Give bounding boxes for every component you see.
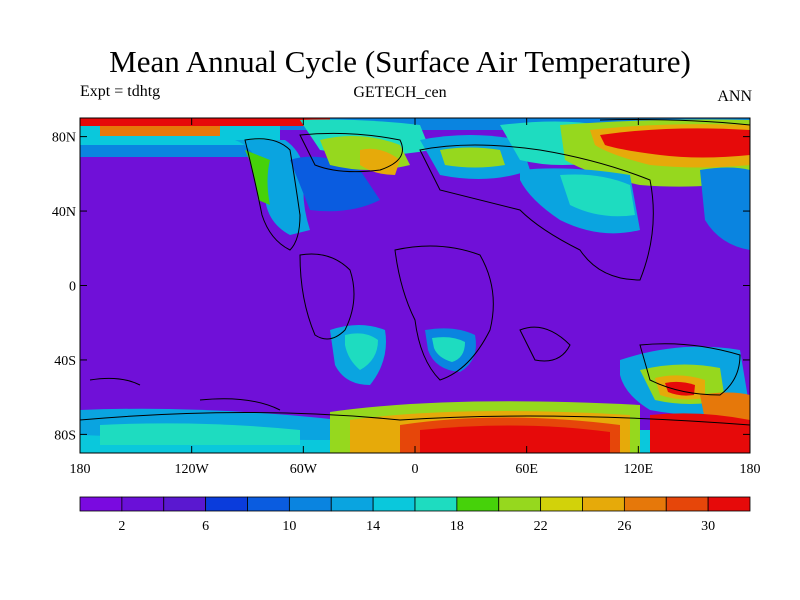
colorbar-swatch	[121, 496, 165, 512]
axis-ticks: 80N 40N 0 40S 80S 180 120W 60W 0 60E 120E 180	[52, 118, 761, 477]
colorbar-label: 10	[282, 519, 296, 534]
colorbar-label: 2	[118, 519, 125, 534]
dataset-label: GETECH_cen	[353, 84, 447, 101]
colorbar-swatch	[205, 496, 248, 512]
colorbar-swatch	[372, 496, 416, 512]
colorbar-swatch	[163, 496, 207, 512]
lat-tick-label: 40S	[54, 354, 76, 369]
colorbar-swatch	[665, 496, 709, 512]
lat-tick-label: 80N	[52, 131, 76, 146]
experiment-label: Expt = tdhtg	[80, 83, 161, 100]
colorbar-swatch	[540, 496, 583, 512]
lon-tick-label: 0	[412, 462, 419, 477]
temperature-field	[80, 118, 750, 453]
colorbar-label: 18	[450, 519, 464, 534]
lon-tick-label: 120W	[175, 462, 210, 477]
colorbar-label: 6	[202, 519, 209, 534]
colorbar-label: 22	[534, 519, 548, 534]
colorbar-swatch	[498, 496, 542, 512]
lat-tick-label: 0	[69, 280, 76, 295]
colorbar-swatch	[707, 496, 751, 512]
colorbar: 2 6 10 14 18 22 26 30	[79, 496, 751, 534]
lon-tick-label: 60W	[290, 462, 318, 477]
lon-tick-label: 60E	[515, 462, 538, 477]
lon-tick-label: 120E	[624, 462, 654, 477]
colorbar-swatch	[456, 496, 500, 512]
colorbar-swatch	[330, 496, 374, 512]
colorbar-swatch	[582, 496, 625, 512]
colorbar-label: 26	[617, 519, 631, 534]
colorbar-swatch	[79, 496, 123, 512]
colorbar-swatch	[623, 496, 667, 512]
lon-tick-label: 180	[740, 462, 761, 477]
lat-tick-label: 40N	[52, 205, 76, 220]
lon-tick-label: 180	[70, 462, 91, 477]
season-label: ANN	[717, 88, 752, 105]
colorbar-label: 30	[701, 519, 715, 534]
colorbar-swatch	[414, 496, 458, 512]
chart-title: Mean Annual Cycle (Surface Air Temperatu…	[109, 44, 691, 79]
lat-tick-label: 80S	[54, 428, 76, 443]
colorbar-label: 14	[366, 519, 380, 534]
coastlines	[80, 119, 750, 426]
colorbar-swatch	[288, 496, 332, 512]
colorbar-swatch	[247, 496, 290, 512]
